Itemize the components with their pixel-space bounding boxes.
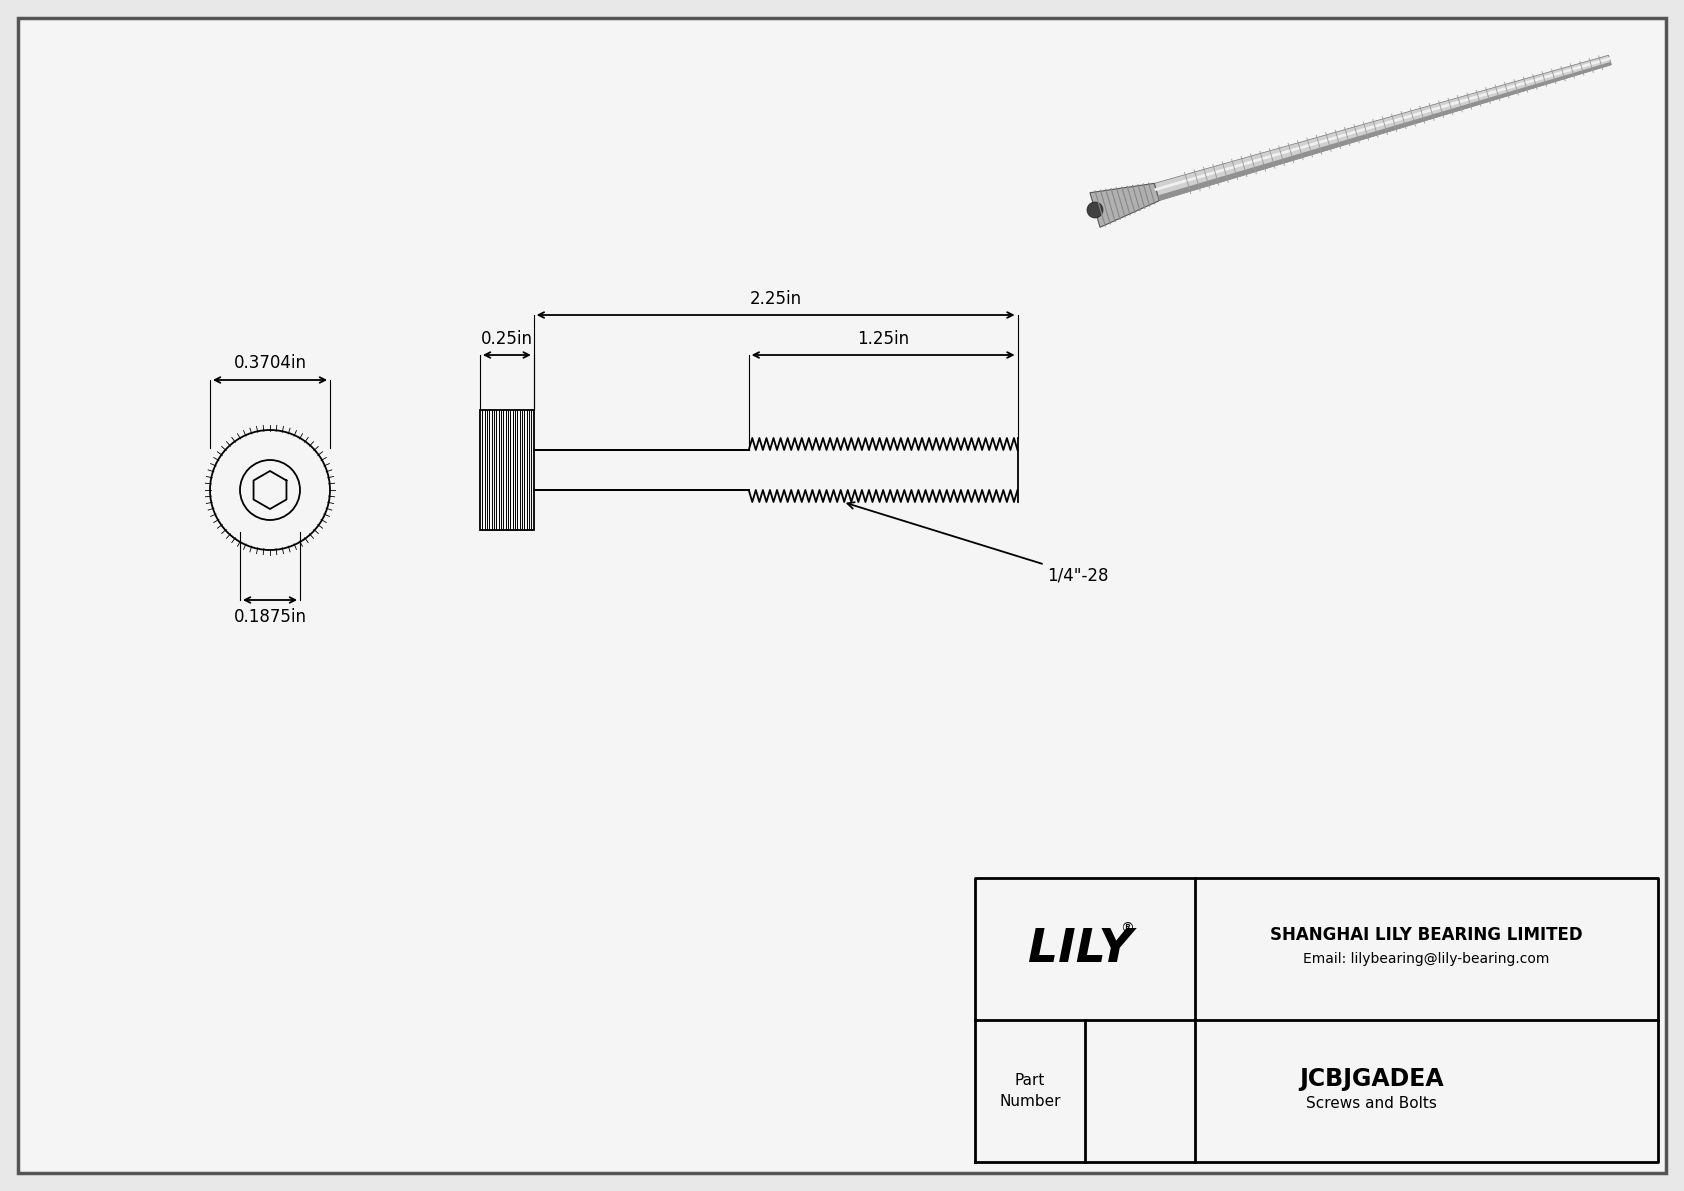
Bar xyxy=(480,410,534,530)
Text: 2.25in: 2.25in xyxy=(749,289,802,308)
Text: Part
Number: Part Number xyxy=(999,1073,1061,1109)
Circle shape xyxy=(1086,202,1103,218)
FancyBboxPatch shape xyxy=(19,18,1665,1173)
Text: 1.25in: 1.25in xyxy=(857,330,909,348)
Polygon shape xyxy=(1090,183,1159,227)
Text: Email: lilybearing@lily-bearing.com: Email: lilybearing@lily-bearing.com xyxy=(1303,952,1549,966)
Text: Screws and Bolts: Screws and Bolts xyxy=(1307,1096,1436,1110)
Text: 0.3704in: 0.3704in xyxy=(234,354,306,372)
Text: ®: ® xyxy=(1120,922,1133,936)
Text: JCBJGADEA: JCBJGADEA xyxy=(1298,1067,1443,1091)
Text: SHANGHAI LILY BEARING LIMITED: SHANGHAI LILY BEARING LIMITED xyxy=(1270,925,1583,944)
Text: 0.1875in: 0.1875in xyxy=(234,607,306,626)
Text: 1/4"-28: 1/4"-28 xyxy=(847,503,1110,584)
Text: LILY: LILY xyxy=(1027,927,1132,972)
Polygon shape xyxy=(1159,62,1612,200)
Text: 0.25in: 0.25in xyxy=(482,330,532,348)
Polygon shape xyxy=(1154,55,1612,200)
